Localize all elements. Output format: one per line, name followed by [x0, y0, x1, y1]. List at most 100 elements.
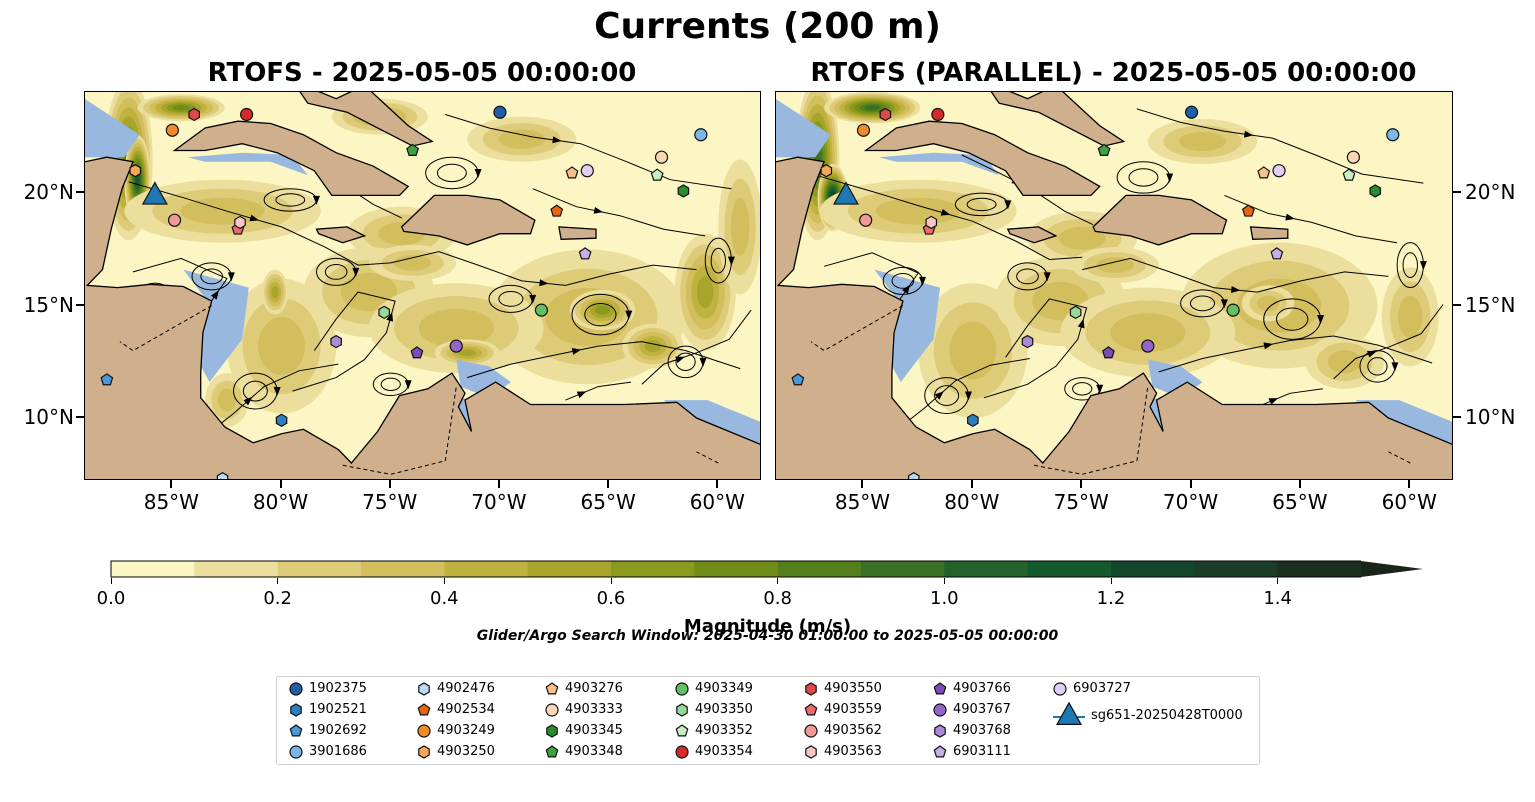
- legend-entry: 4903348: [545, 744, 623, 759]
- colorbar-segment: [694, 561, 779, 577]
- colorbar-segment: [111, 561, 195, 577]
- rtofs-speed-contour: [458, 349, 477, 357]
- parallel-land-cuba: [863, 120, 1101, 197]
- parallel-flow-arrow: [1263, 342, 1273, 350]
- rtofs-float-marker: [234, 215, 246, 230]
- rtofs-flow-arrow: [675, 356, 685, 364]
- parallel-float-marker: [859, 213, 873, 227]
- parallel-shelf-campeche: [776, 99, 831, 158]
- lon-tick-mark: [388, 480, 391, 488]
- parallel-float-marker: [931, 107, 945, 122]
- rtofs-flow-arrow: [404, 380, 412, 390]
- rtofs-eddy-streamline: [275, 193, 306, 207]
- legend-marker-icon: [545, 681, 559, 695]
- legend-label: 4903559: [824, 702, 882, 717]
- legend-marker-icon: [933, 681, 947, 695]
- colorbar-tick-label: 0.8: [763, 588, 792, 609]
- legend-entry: 4903276: [545, 681, 623, 696]
- rtofs-eddy-streamline: [380, 377, 401, 391]
- parallel-float-marker: [1242, 204, 1255, 217]
- colorbar-tick-label: 0.2: [263, 588, 292, 609]
- legend-entry: 4903354: [675, 744, 753, 759]
- parallel-flow-arrow: [1096, 384, 1104, 394]
- parallel-flow-arrow: [1285, 213, 1295, 221]
- rtofs-streamline: [467, 341, 741, 379]
- rtofs-speed-contour: [595, 305, 611, 315]
- lon-tick-mark: [279, 480, 282, 488]
- legend-hexagon-icon: [290, 702, 302, 717]
- colorbar-segment: [611, 561, 695, 577]
- parallel-land-yucatan: [776, 156, 1452, 479]
- legend-hexagon-icon: [934, 723, 946, 738]
- legend-entry: 4902476: [417, 681, 495, 696]
- rtofs-eddy-streamline: [710, 247, 727, 274]
- legend-entry: 6903111: [933, 744, 1011, 759]
- legend-circle-icon: [289, 681, 303, 696]
- parallel-flow-arrow: [1419, 261, 1427, 271]
- rtofs-streamline: [532, 188, 706, 237]
- rtofs-eddy-streamline: [584, 302, 617, 327]
- parallel-shelf-mosquito: [874, 269, 940, 383]
- rtofs-land-hispaniola: [400, 194, 536, 246]
- rtofs-flow-arrow: [249, 214, 260, 222]
- legend-marker-icon: [546, 723, 558, 738]
- legend-entry: 1902375: [289, 681, 367, 696]
- colorbar-title: Magnitude (m/s): [683, 616, 852, 637]
- colorbar-tick-label: 1.2: [1096, 588, 1126, 609]
- rtofs-flow-arrow: [529, 294, 537, 304]
- legend-hexagon-icon: [546, 723, 558, 738]
- legend-label: 4903276: [565, 681, 623, 696]
- lon-tick-mark: [861, 480, 864, 488]
- legend-pentagon-icon: [933, 681, 947, 695]
- parallel-flow-arrow: [1220, 299, 1228, 309]
- parallel-flow-arrow: [1043, 272, 1051, 282]
- parallel-eddy-streamline: [1072, 382, 1093, 396]
- rtofs-land-cuba: [172, 120, 410, 197]
- colorbar-segment: [527, 561, 612, 577]
- parallel-land-hispaniola: [1092, 194, 1228, 246]
- parallel-float-marker: [1097, 143, 1111, 156]
- colorbar-segment: [277, 561, 362, 577]
- parallel-streamline: [1224, 194, 1398, 244]
- parallel-speed-contour: [1179, 131, 1226, 152]
- parallel-float-marker: [879, 107, 892, 122]
- legend-entry: 3901686: [289, 744, 367, 759]
- legend-marker-icon: [675, 744, 689, 759]
- rtofs-flow-arrow: [552, 136, 562, 144]
- legend-marker-icon: [804, 702, 818, 716]
- parallel-glider-marker: [832, 181, 860, 205]
- legend-marker-icon: [545, 744, 559, 758]
- legend-entry: 4903550: [804, 681, 882, 696]
- colorbar-tick-label: 1.4: [1263, 588, 1292, 609]
- lon-tick-mark: [1298, 480, 1301, 488]
- legend-marker-icon: [675, 681, 689, 696]
- rtofs-float-marker: [550, 204, 564, 217]
- rtofs-float-marker: [677, 184, 690, 198]
- rtofs-flow-arrow: [593, 206, 604, 214]
- parallel-flow-arrow: [1391, 362, 1399, 372]
- rtofs-speed-contour: [340, 272, 397, 312]
- legend-marker-icon: [417, 702, 431, 716]
- parallel-float-marker: [1069, 305, 1082, 320]
- parallel-streamline: [1158, 335, 1433, 373]
- parallel-float-marker: [856, 123, 871, 137]
- legend-circle-icon: [289, 744, 303, 759]
- colorbar-segment: [361, 561, 445, 577]
- rtofs-streamline: [445, 114, 732, 190]
- rtofs-shelf-cubaShelf: [187, 152, 308, 176]
- rtofs-shelf-campeche: [85, 99, 140, 158]
- rtofs-flow-arrow: [699, 357, 707, 367]
- lat-tick-mark: [1453, 191, 1461, 194]
- legend-label: 4903354: [695, 744, 753, 759]
- rtofs-streamline: [128, 181, 391, 266]
- lon-tick-label: 75°W: [1053, 490, 1109, 514]
- legend-marker-icon: [676, 702, 688, 717]
- legend-entry: 4902534: [417, 702, 495, 717]
- colorbar-tick-label: 0.4: [430, 588, 459, 609]
- colorbar-tick-mark: [1110, 578, 1112, 584]
- legend-label: 4903767: [953, 702, 1011, 717]
- lon-tick-mark: [170, 480, 173, 488]
- parallel-float-marker: [1342, 168, 1356, 181]
- parallel-land-puertorico: [1249, 226, 1289, 240]
- colorbar-tick-mark: [610, 578, 612, 584]
